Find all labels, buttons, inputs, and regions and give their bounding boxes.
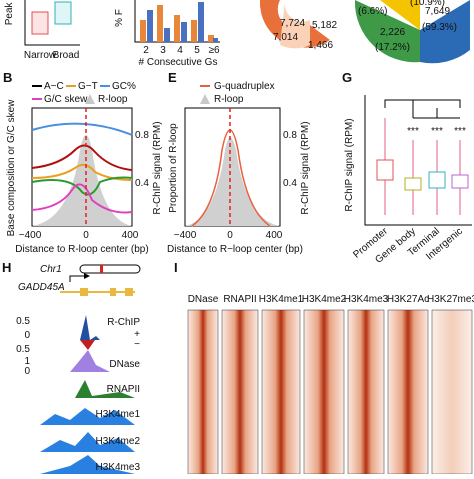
column-label: H3K4me3	[344, 294, 389, 305]
label: ***	[454, 126, 466, 137]
label: 7,014	[273, 32, 298, 43]
label: G-quadruplex	[214, 81, 275, 92]
axis	[364, 95, 472, 226]
label: I	[174, 260, 178, 275]
x-tick-label: 3	[160, 45, 166, 56]
label: ***	[431, 126, 443, 137]
label: (6.6%)	[358, 6, 387, 17]
label: ***	[407, 126, 419, 137]
label: 400	[122, 230, 139, 241]
label: R-loop	[98, 94, 128, 105]
label: A−C	[44, 81, 64, 92]
label: R-ChIP signal (RPM)	[152, 121, 163, 214]
box	[404, 177, 422, 191]
x-tick-label: 5	[194, 45, 200, 56]
label: 0.4	[135, 178, 149, 189]
label: 0	[24, 366, 30, 377]
label: 5,182	[312, 20, 337, 31]
label: G	[342, 70, 352, 85]
label: 7,649	[425, 6, 450, 17]
column-label: RNAPII	[223, 294, 256, 305]
box	[31, 11, 49, 35]
panel-b: B A−C G−T GC% G/C skew R-loop −400 0 400…	[3, 70, 163, 255]
x-label: Narrow	[24, 50, 57, 61]
label: 400	[266, 230, 283, 241]
column-label: H3K27me3	[427, 294, 474, 305]
track-label: RNAPII	[107, 384, 140, 395]
track-label: −	[134, 339, 140, 350]
y-label: Peak s	[4, 0, 15, 25]
label: 0.4	[283, 178, 297, 189]
x-tick-label: 2	[143, 45, 149, 56]
label: R-ChIP signal (RPM)	[344, 118, 355, 211]
panel-c: % F 2 3 4 5 ≥6 # Consecutive Gs	[114, 0, 220, 68]
label: R-loop	[214, 94, 244, 105]
panel-d: 7,014 7,724 5,182 1,466	[259, 0, 337, 51]
track-label: H3K4me1	[96, 409, 141, 420]
box	[376, 159, 394, 181]
panel-e: E G-quadruplex R-loop −400 0 400 Distanc…	[167, 70, 311, 255]
label: 0.5	[16, 316, 30, 327]
track-label: H3K4me2	[96, 436, 141, 447]
label: −400	[19, 230, 42, 241]
label: 0	[227, 230, 233, 241]
track-label: R-ChIP	[107, 317, 140, 328]
label: Base composition or G/C skew	[6, 99, 17, 236]
heatmap	[187, 309, 219, 475]
box	[451, 174, 469, 189]
label: R-ChIP signal (RPM)	[300, 121, 311, 214]
heatmap	[387, 309, 429, 475]
label: −400	[174, 230, 197, 241]
panel-h: H Chr1 GADD45A R-ChIP+− DNase RNAPII H3K4me…	[2, 260, 141, 474]
x-label: # Consecutive Gs	[139, 57, 218, 68]
label: (10.9%)	[410, 0, 445, 8]
label: H	[2, 260, 11, 275]
label: G/C skew	[44, 94, 88, 105]
track-label: H3K4me3	[96, 462, 141, 473]
track-label: DNase	[109, 359, 140, 370]
x-tick-label: ≥6	[208, 45, 219, 56]
box	[54, 1, 72, 25]
heatmap	[431, 309, 473, 475]
column-label: H3K27Ac	[387, 294, 429, 305]
label: Distance to R−loop center (bp)	[167, 244, 303, 255]
panel-i: I DNase RNAPII H3K4me1H3K4me2H3K4me3H3K27A…	[174, 260, 474, 475]
x-label: Broad	[53, 50, 80, 61]
y-label: % F	[114, 9, 125, 27]
label: 7,724	[280, 18, 305, 29]
panel-f: (10.9%) (6.6%) 2,226 (17.2%) 7,649 (59.3…	[354, 0, 470, 64]
axis	[24, 0, 80, 46]
box	[428, 171, 446, 189]
label: E	[168, 70, 177, 85]
label: 0.8	[283, 130, 297, 141]
label: (59.3%)	[422, 22, 457, 33]
label: (17.2%)	[375, 42, 410, 53]
heatmap	[303, 309, 345, 475]
column-label: H3K4me2	[302, 294, 347, 305]
label: 2,226	[380, 27, 405, 38]
column-label: DNase	[188, 294, 219, 305]
label: GC%	[112, 81, 136, 92]
label: 0.8	[135, 130, 149, 141]
x-tick-label: 4	[177, 45, 183, 56]
label: 0	[83, 230, 89, 241]
label: Distance to R-loop center (bp)	[15, 244, 148, 255]
label: Proportion of R-loop	[168, 123, 179, 213]
label: GADD45A	[18, 282, 65, 293]
panel-a: Peak s Narrow Broad	[4, 0, 80, 61]
track-label: +	[134, 329, 140, 340]
label: 1,466	[308, 40, 333, 51]
label: 1	[24, 356, 30, 367]
label: 0.5	[16, 344, 30, 355]
panel-letter: B	[3, 70, 12, 85]
label: Chr1	[40, 264, 62, 275]
label: G−T	[78, 81, 98, 92]
label: 0	[24, 330, 30, 341]
heatmap	[261, 309, 301, 475]
column-label: H3K4me1	[259, 294, 304, 305]
heatmap	[221, 309, 259, 475]
heatmap	[347, 309, 385, 475]
